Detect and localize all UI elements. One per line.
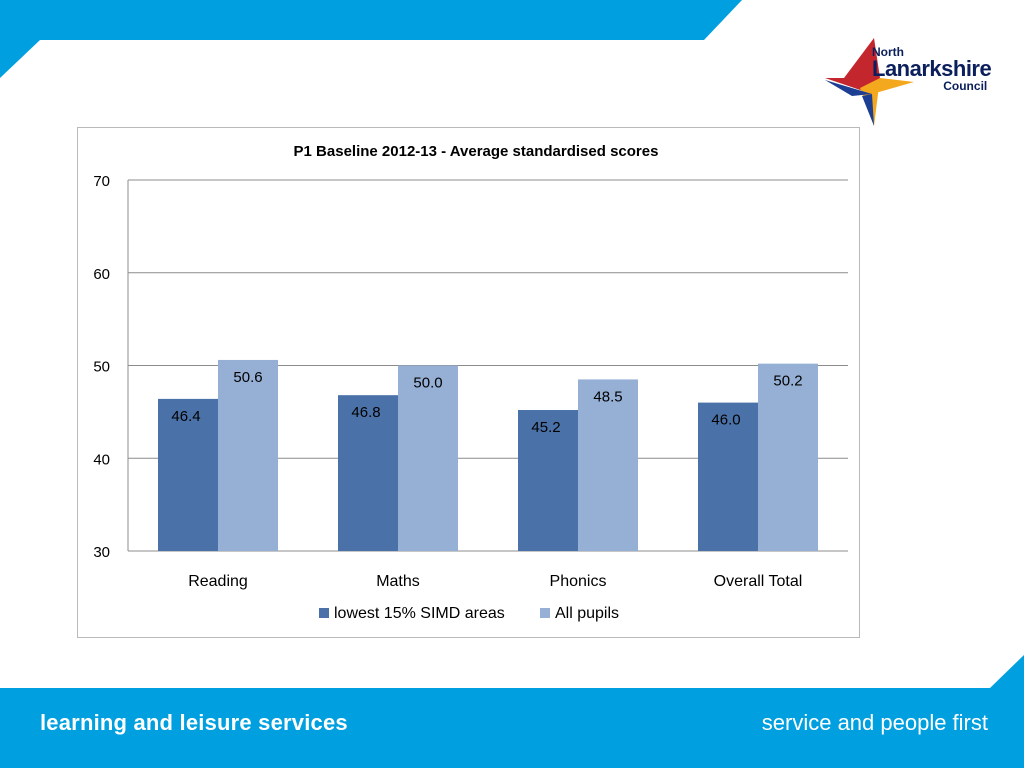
legend-swatch xyxy=(319,608,329,618)
bar-all-pupils xyxy=(398,365,458,551)
logo-wordmark: North Lanarkshire Council xyxy=(872,45,992,93)
data-label: 48.5 xyxy=(593,388,622,405)
footer-right-text: service and people first xyxy=(761,710,988,735)
logo-line-3: Council xyxy=(943,79,988,93)
bars: 46.4 50.6 46.8 50.0 45.2 48.5 46.0 50.2 xyxy=(158,359,818,551)
chart-title: P1 Baseline 2012-13 - Average standardis… xyxy=(294,143,659,160)
bar-all-pupils xyxy=(578,379,638,551)
legend-label: All pupils xyxy=(555,605,619,622)
x-tick-label: Phonics xyxy=(550,573,607,590)
bar-all-pupils xyxy=(758,363,818,551)
y-tick-label: 60 xyxy=(93,266,110,283)
bar-all-pupils xyxy=(218,359,278,551)
x-axis-labels: Reading Maths Phonics Overall Total xyxy=(188,573,802,590)
legend: lowest 15% SIMD areas All pupils xyxy=(319,605,619,622)
data-label: 46.0 xyxy=(711,412,740,429)
council-logo-icon xyxy=(825,38,914,126)
y-tick-label: 50 xyxy=(93,359,110,376)
bar-chart: P1 Baseline 2012-13 - Average standardis… xyxy=(93,143,848,622)
data-label: 45.2 xyxy=(531,419,560,436)
x-tick-label: Reading xyxy=(188,573,248,590)
footer-left-text: learning and leisure services xyxy=(40,710,348,735)
y-tick-label: 30 xyxy=(93,544,110,561)
bar-lowest-simd xyxy=(698,402,758,551)
bar-lowest-simd xyxy=(518,410,578,551)
chart-frame: P1 Baseline 2012-13 - Average standardis… xyxy=(77,127,860,638)
data-label: 46.8 xyxy=(351,404,380,421)
footer-band xyxy=(0,655,1024,768)
data-label: 50.6 xyxy=(233,369,262,386)
bar-lowest-simd xyxy=(158,398,218,551)
header-band xyxy=(0,0,742,78)
y-tick-label: 70 xyxy=(93,173,110,190)
data-label: 50.2 xyxy=(773,373,802,390)
logo-line-2: Lanarkshire xyxy=(872,56,992,81)
legend-label: lowest 15% SIMD areas xyxy=(334,605,505,622)
y-tick-label: 40 xyxy=(93,451,110,468)
data-label: 50.0 xyxy=(413,375,442,392)
data-label: 46.4 xyxy=(171,408,200,425)
bar-lowest-simd xyxy=(338,395,398,551)
legend-swatch xyxy=(540,608,550,618)
logo-line-1: North xyxy=(872,45,904,59)
y-axis-ticks: 30 40 50 60 70 xyxy=(93,173,110,561)
x-tick-label: Maths xyxy=(376,573,420,590)
x-tick-label: Overall Total xyxy=(714,573,803,590)
